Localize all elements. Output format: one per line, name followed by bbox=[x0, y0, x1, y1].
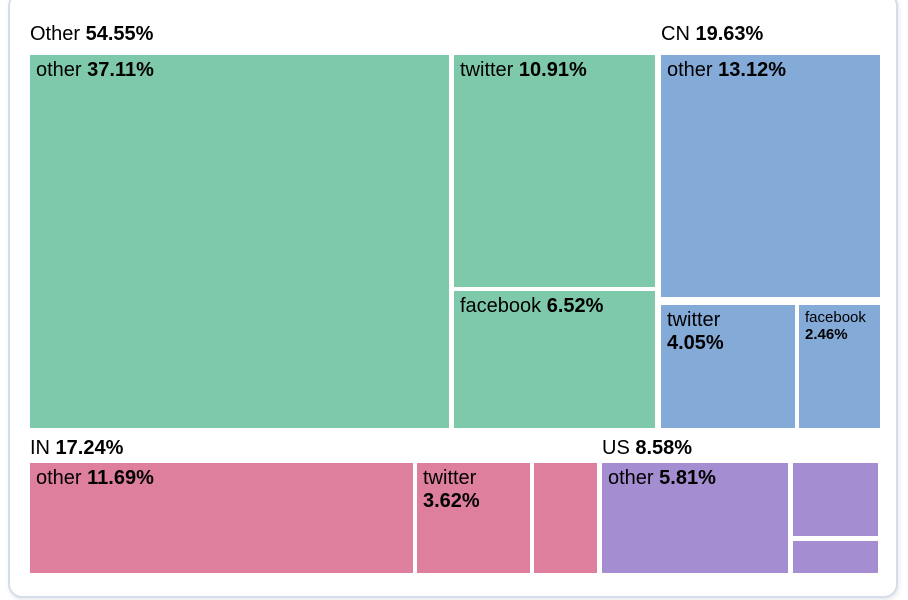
cell-value: 2.46% bbox=[805, 326, 848, 344]
cell-label: other 37.11% bbox=[30, 55, 449, 82]
group-value: 17.24% bbox=[50, 437, 124, 459]
cell-name: twitter bbox=[423, 467, 477, 489]
treemap-cell-us-unlabeled-1[interactable] bbox=[793, 463, 878, 536]
cell-name: other bbox=[36, 59, 82, 81]
cell-value: 37.11% bbox=[81, 59, 154, 81]
group-name: US bbox=[602, 437, 630, 459]
group-name: Other bbox=[30, 23, 81, 45]
treemap-cell-other-other[interactable]: other 37.11% bbox=[30, 55, 449, 428]
cell-value: 13.12% bbox=[712, 59, 786, 81]
cell-value: 11.69% bbox=[81, 467, 154, 489]
group-label-cn: CN 19.63% bbox=[661, 21, 763, 47]
cell-label: twitter 4.05% bbox=[661, 305, 795, 355]
cell-label: facebook 6.52% bbox=[454, 291, 655, 318]
group-name: IN bbox=[30, 437, 50, 459]
treemap-cell-other-twitter[interactable]: twitter 10.91% bbox=[454, 55, 655, 287]
treemap-cell-cn-facebook[interactable]: facebook 2.46% bbox=[799, 305, 880, 428]
group-value: 8.58% bbox=[629, 437, 693, 459]
cell-label: twitter 3.62% bbox=[417, 463, 530, 513]
group-label-us: US 8.58% bbox=[602, 435, 692, 461]
cell-value: 4.05% bbox=[667, 332, 724, 355]
treemap-cell-cn-other[interactable]: other 13.12% bbox=[661, 55, 880, 297]
cell-value: 6.52% bbox=[541, 295, 604, 317]
cell-label: other 5.81% bbox=[602, 463, 788, 490]
treemap-cell-in-unlabeled-2[interactable] bbox=[534, 463, 597, 573]
cell-label: twitter 10.91% bbox=[454, 55, 655, 82]
group-name: CN bbox=[661, 23, 690, 45]
treemap-cell-in-twitter[interactable]: twitter 3.62% bbox=[417, 463, 530, 573]
cell-name: twitter bbox=[460, 59, 514, 81]
cell-name: other bbox=[608, 467, 654, 489]
treemap-cell-in-other[interactable]: other 11.69% bbox=[30, 463, 413, 573]
cell-name: other bbox=[36, 467, 82, 489]
group-value: 54.55% bbox=[80, 23, 154, 45]
treemap-cell-us-other[interactable]: other 5.81% bbox=[602, 463, 788, 573]
cell-label: other 13.12% bbox=[661, 55, 880, 82]
cell-value: 5.81% bbox=[653, 467, 716, 489]
group-value: 19.63% bbox=[689, 23, 764, 45]
cell-value: 10.91% bbox=[513, 59, 587, 81]
treemap-cell-other-facebook[interactable]: facebook 6.52% bbox=[454, 291, 655, 428]
cell-value: 3.62% bbox=[423, 490, 480, 513]
cell-name: twitter bbox=[667, 309, 721, 331]
treemap-cell-cn-twitter[interactable]: twitter 4.05% bbox=[661, 305, 795, 428]
treemap-cell-us-unlabeled-2[interactable] bbox=[793, 541, 878, 573]
group-label-in: IN 17.24% bbox=[30, 435, 123, 461]
cell-label: other 11.69% bbox=[30, 463, 413, 490]
cell-label: facebook 2.46% bbox=[799, 305, 880, 344]
group-label-other: Other 54.55% bbox=[30, 21, 153, 47]
cell-name: other bbox=[667, 59, 713, 81]
cell-name: facebook bbox=[460, 295, 542, 317]
cell-name: facebook bbox=[805, 309, 866, 326]
